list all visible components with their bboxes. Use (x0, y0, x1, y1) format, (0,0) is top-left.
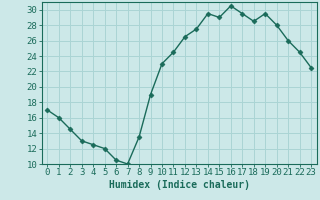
X-axis label: Humidex (Indice chaleur): Humidex (Indice chaleur) (109, 180, 250, 190)
